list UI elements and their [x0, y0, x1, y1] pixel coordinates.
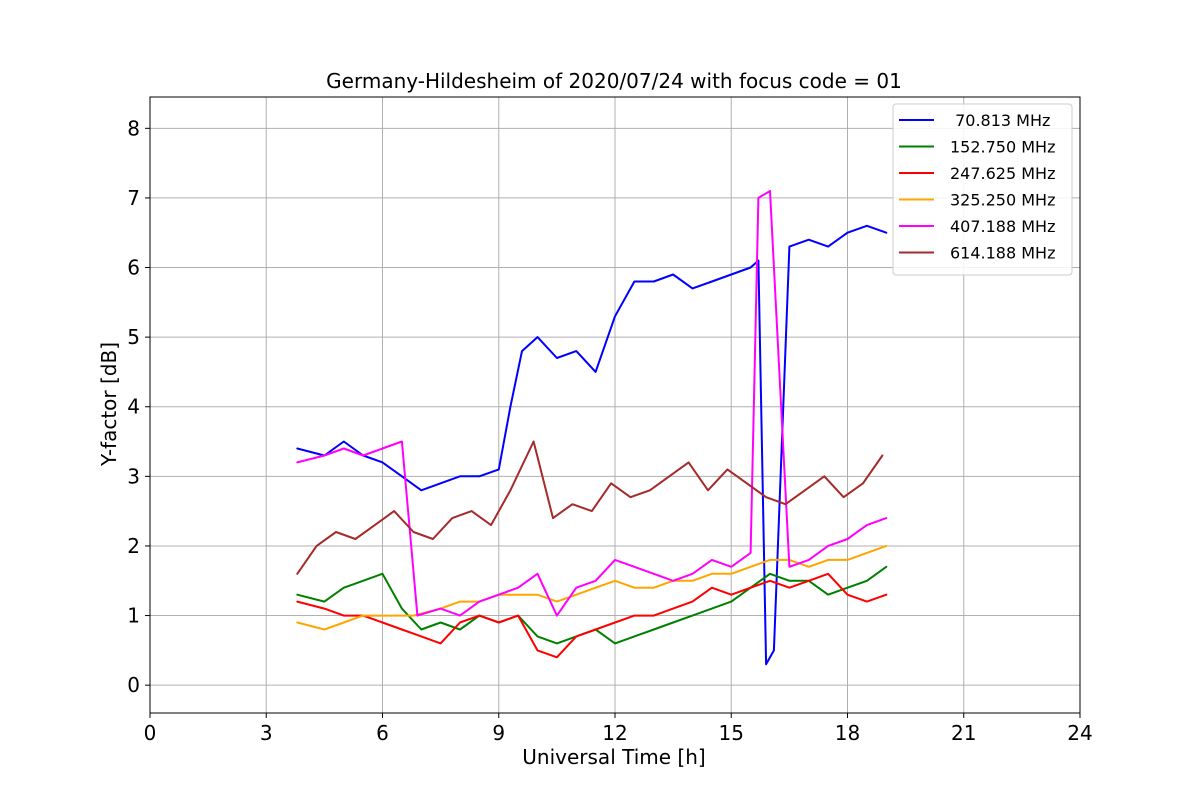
x-tick-label: 9	[492, 721, 505, 745]
series-lines	[296, 190, 888, 666]
x-tick-label: 24	[1067, 721, 1092, 745]
legend-label: 325.250 MHz	[950, 191, 1055, 210]
y-axis-title: Y-factor [dB]	[97, 342, 121, 467]
legend-label: 247.625 MHz	[950, 164, 1055, 183]
y-tick-label: 5	[127, 325, 140, 349]
x-tick-label: 0	[144, 721, 157, 745]
legend-label: 407.188 MHz	[950, 217, 1055, 236]
legend-box	[892, 103, 1073, 276]
x-axis-title: Universal Time [h]	[522, 745, 705, 769]
x-tick-label: 21	[951, 721, 976, 745]
series-line-614-188-mhz	[296, 440, 884, 575]
legend: 70.813 MHz 152.750 MHz 247.625 MHz 325.250 …	[892, 103, 1073, 276]
series-line-70-813-mhz	[296, 224, 888, 666]
y-tick-label: 1	[127, 604, 140, 628]
y-tick-label: 7	[127, 186, 140, 210]
x-tick-label: 6	[376, 721, 389, 745]
x-tick-label: 12	[602, 721, 627, 745]
y-tick-label: 3	[127, 464, 140, 488]
legend-label: 614.188 MHz	[950, 244, 1055, 263]
y-tick-label: 2	[127, 534, 140, 558]
y-tick-label: 4	[127, 395, 140, 419]
x-tick-label: 18	[835, 721, 860, 745]
chart-title: Germany-Hildesheim of 2020/07/24 with fo…	[326, 69, 902, 93]
x-tick-label: 3	[260, 721, 273, 745]
legend-label: 152.750 MHz	[950, 138, 1055, 157]
y-tick-label: 0	[127, 673, 140, 697]
x-tick-label: 15	[719, 721, 744, 745]
y-tick-label: 8	[127, 116, 140, 140]
legend-label: 70.813 MHz	[950, 111, 1050, 130]
y-tick-label: 6	[127, 256, 140, 280]
series-line-247-625-mhz	[296, 572, 888, 659]
